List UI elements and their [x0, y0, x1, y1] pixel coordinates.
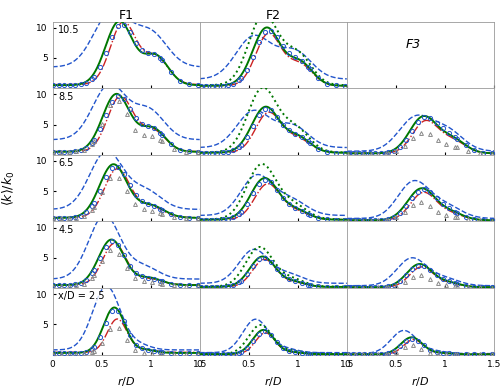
Text: 4.5: 4.5	[58, 225, 74, 235]
Text: $r/D$: $r/D$	[117, 375, 136, 388]
Text: $r/D$: $r/D$	[264, 375, 282, 388]
Title: F2: F2	[266, 9, 281, 22]
Title: F1: F1	[118, 9, 134, 22]
Text: x/D = 2.5: x/D = 2.5	[58, 292, 105, 301]
Text: F3: F3	[406, 38, 420, 51]
Text: $r/D$: $r/D$	[411, 375, 430, 388]
Text: 10.5: 10.5	[58, 25, 80, 35]
Text: 8.5: 8.5	[58, 92, 74, 102]
Text: 6.5: 6.5	[58, 158, 74, 168]
Text: $\langle k \rangle / k_0$: $\langle k \rangle / k_0$	[1, 171, 17, 206]
